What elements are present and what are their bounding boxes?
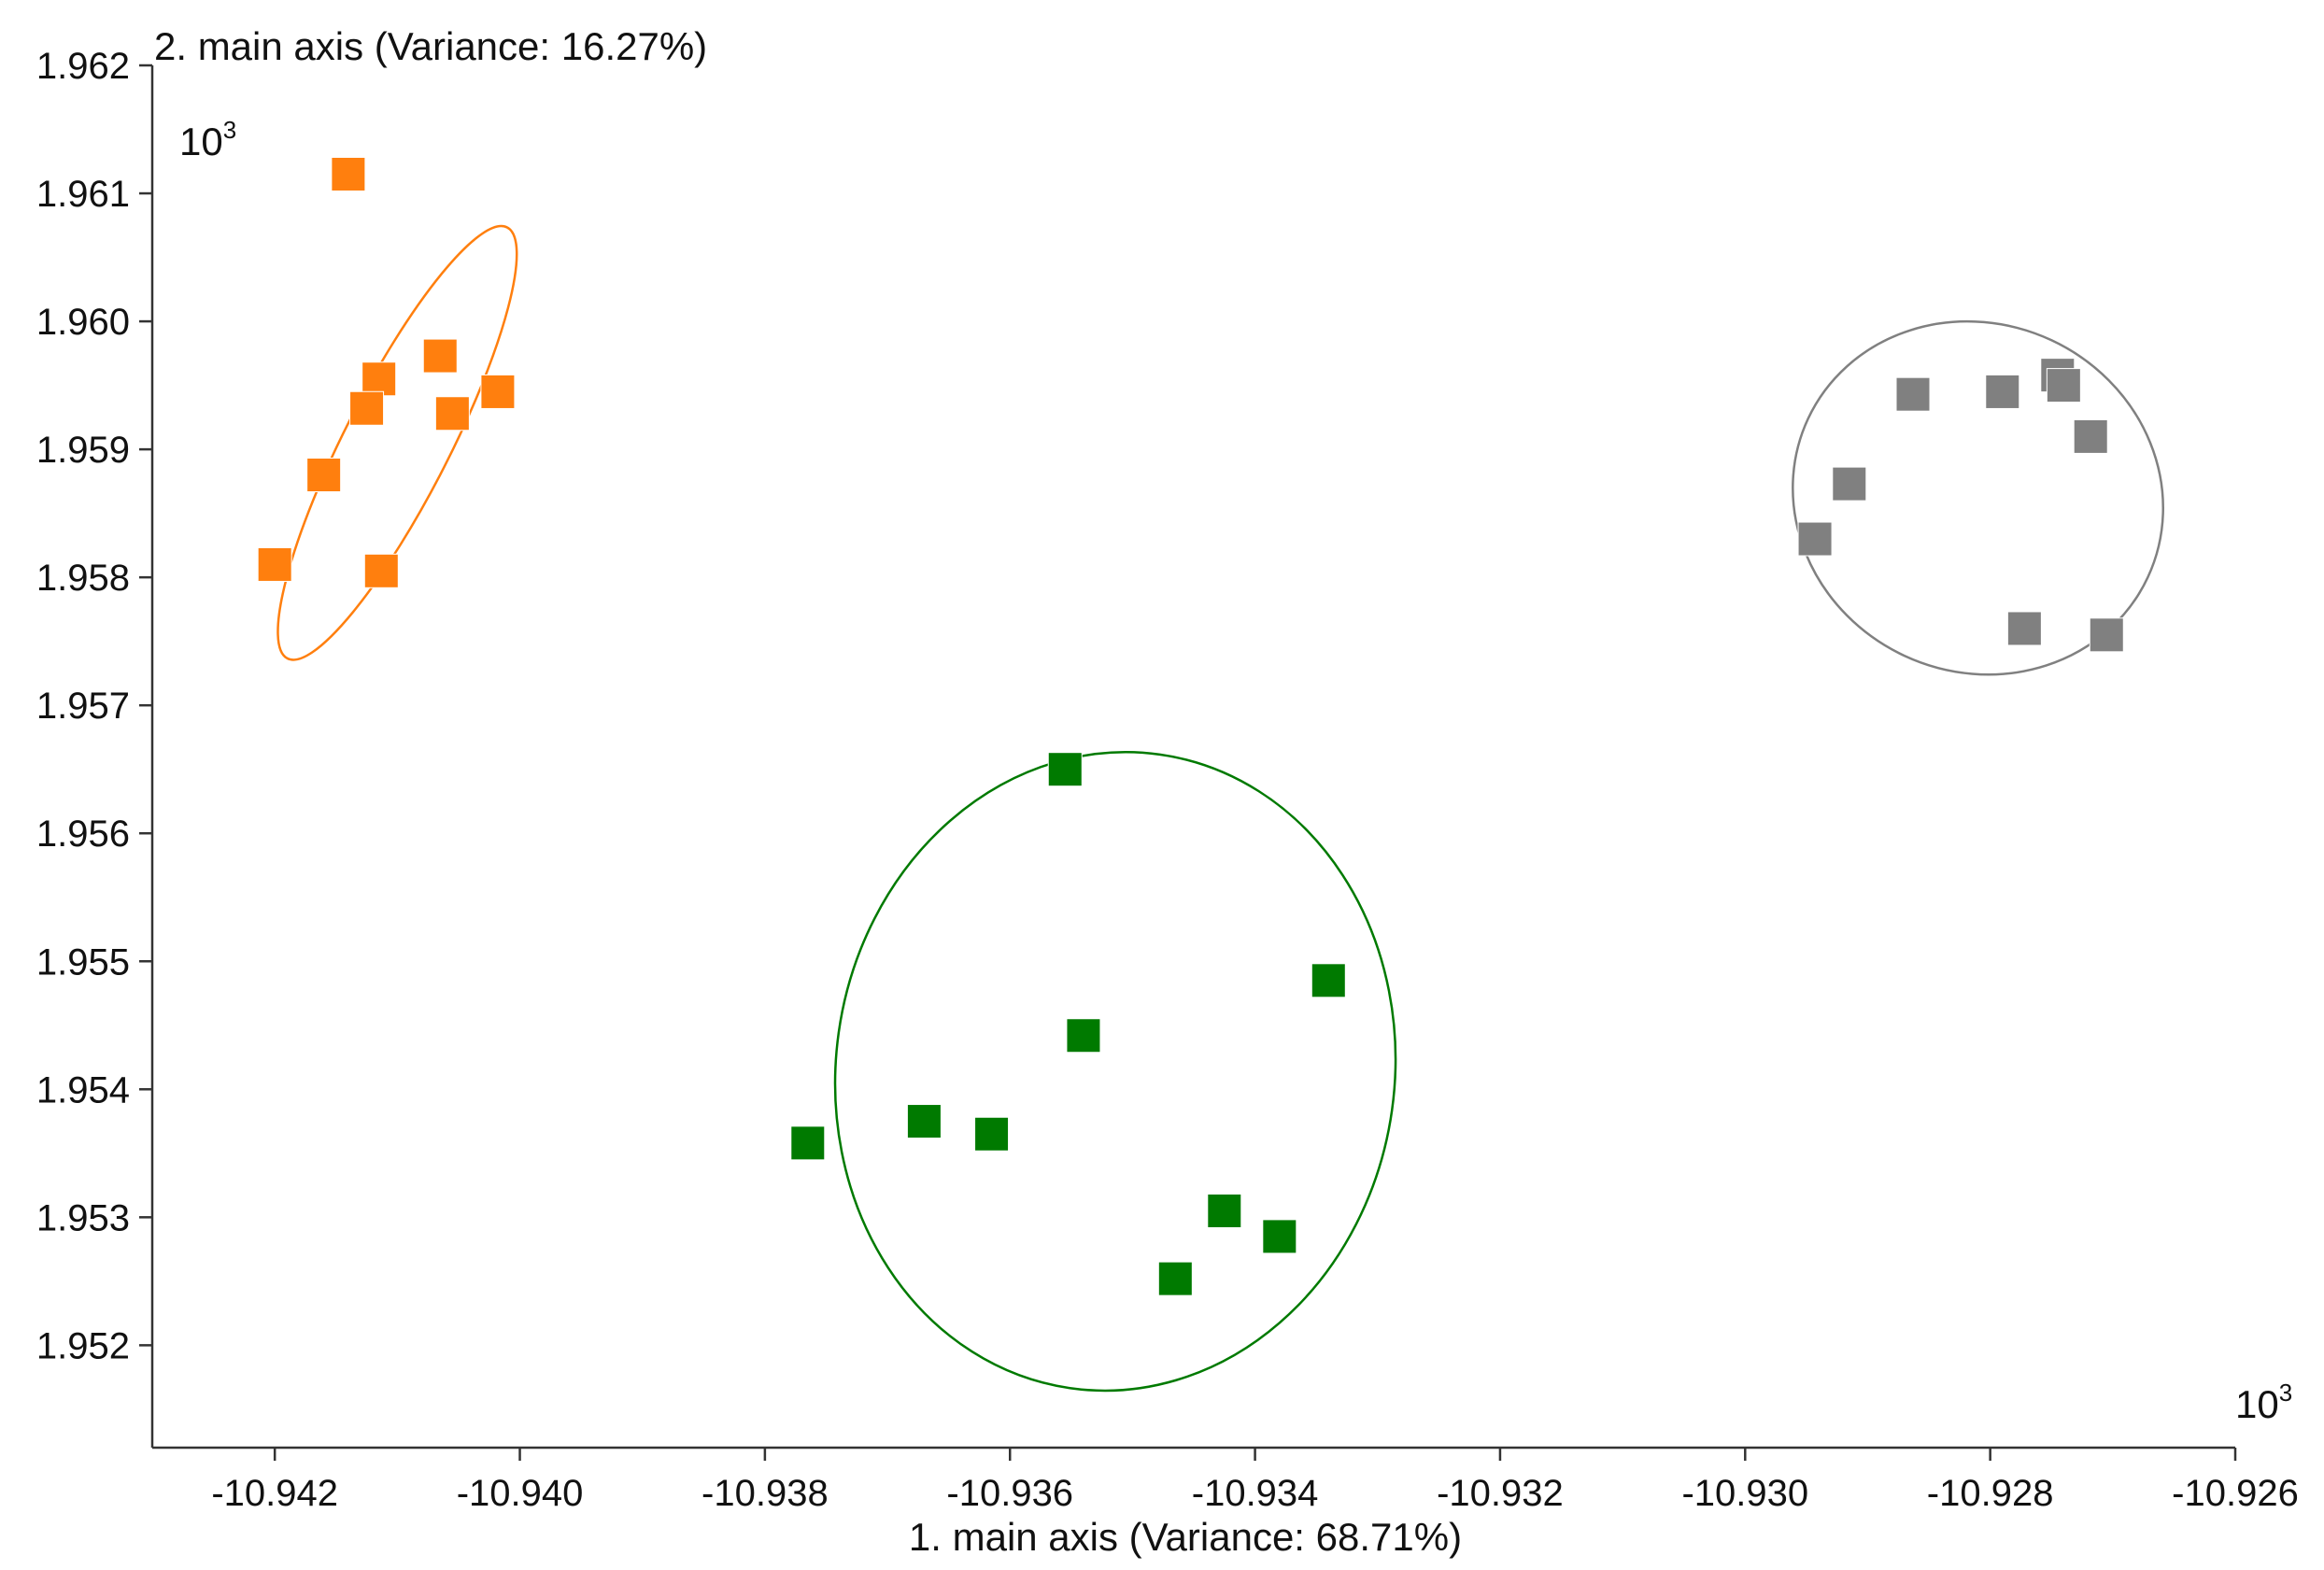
x-axis-title: 1. main axis (Variance: 68.71%) bbox=[909, 1515, 1462, 1559]
y-tick-label: 1.962 bbox=[36, 46, 130, 87]
y-tick-label: 1.957 bbox=[36, 686, 130, 727]
gray-group-point bbox=[1985, 374, 2020, 409]
green-group-point bbox=[790, 1125, 826, 1161]
y-axis-ticks: 1.962 1.961 1.960 1.959 1.958 1.957 1.956 1.955… bbox=[36, 46, 152, 1366]
y-tick-label: 1.954 bbox=[36, 1069, 130, 1110]
y-scale-label: 103 bbox=[179, 116, 236, 163]
gray-group-point bbox=[2046, 368, 2081, 403]
orange-group-point bbox=[363, 553, 399, 588]
orange-group-point bbox=[257, 546, 292, 582]
y-scale-base: 10 bbox=[179, 120, 223, 163]
green-group-point bbox=[1207, 1193, 1242, 1228]
x-tick-label: -10.930 bbox=[1681, 1473, 1808, 1514]
green-group-point bbox=[1047, 752, 1083, 787]
green-group-ellipse bbox=[833, 751, 1397, 1393]
green-group-point bbox=[1157, 1261, 1193, 1296]
gray-group-point bbox=[1895, 376, 1931, 412]
y-tick-label: 1.959 bbox=[36, 430, 130, 471]
orange-group-point bbox=[349, 390, 385, 426]
x-tick-label: -10.934 bbox=[1192, 1473, 1319, 1514]
x-tick-label: -10.940 bbox=[457, 1473, 584, 1514]
y-tick-label: 1.955 bbox=[36, 941, 130, 983]
x-scale-base: 10 bbox=[2235, 1382, 2279, 1426]
y-tick-label: 1.956 bbox=[36, 813, 130, 855]
gray-group-point bbox=[2006, 611, 2042, 646]
x-axis-ticks: -10.942 -10.940 -10.938 -10.936 -10.934 -10.9… bbox=[211, 1448, 2299, 1514]
green-group-point bbox=[1262, 1219, 1297, 1254]
x-tick-label: -10.936 bbox=[946, 1473, 1073, 1514]
green-group-point bbox=[1066, 1018, 1101, 1054]
y-tick-label: 1.961 bbox=[36, 174, 130, 215]
y-tick-label: 1.960 bbox=[36, 302, 130, 343]
y-scale-exponent: 3 bbox=[223, 116, 236, 144]
x-scale-label: 103 bbox=[2235, 1379, 2292, 1426]
x-tick-label: -10.932 bbox=[1437, 1473, 1564, 1514]
y-tick-label: 1.952 bbox=[36, 1325, 130, 1366]
y-tick-label: 1.953 bbox=[36, 1197, 130, 1238]
gray-group-point bbox=[2089, 617, 2124, 653]
x-tick-label: -10.938 bbox=[701, 1473, 829, 1514]
orange-group-point bbox=[480, 374, 516, 409]
gray-group-point bbox=[1797, 521, 1833, 557]
data-points bbox=[257, 156, 2124, 1296]
x-tick-label: -10.928 bbox=[1927, 1473, 2054, 1514]
orange-group-point bbox=[361, 361, 397, 397]
green-group-point bbox=[906, 1104, 942, 1139]
gray-group-point bbox=[1832, 466, 1867, 502]
orange-group-point bbox=[422, 338, 458, 374]
orange-group-point bbox=[306, 458, 342, 493]
gray-group-ellipse bbox=[1792, 319, 2164, 676]
y-tick-label: 1.958 bbox=[36, 558, 130, 599]
x-scale-exponent: 3 bbox=[2279, 1379, 2292, 1407]
x-tick-label: -10.926 bbox=[2172, 1473, 2299, 1514]
orange-group-point bbox=[331, 156, 366, 191]
gray-group-point bbox=[2073, 418, 2108, 454]
cluster-ellipses bbox=[276, 224, 2164, 1393]
y-axis-title: 2. main axis (Variance: 16.27%) bbox=[154, 24, 707, 68]
orange-group-ellipse bbox=[276, 224, 518, 661]
axes bbox=[150, 65, 2235, 1450]
green-group-point bbox=[1311, 963, 1346, 998]
x-tick-label: -10.942 bbox=[211, 1473, 338, 1514]
orange-group-point bbox=[434, 396, 470, 431]
green-group-point bbox=[974, 1116, 1010, 1152]
